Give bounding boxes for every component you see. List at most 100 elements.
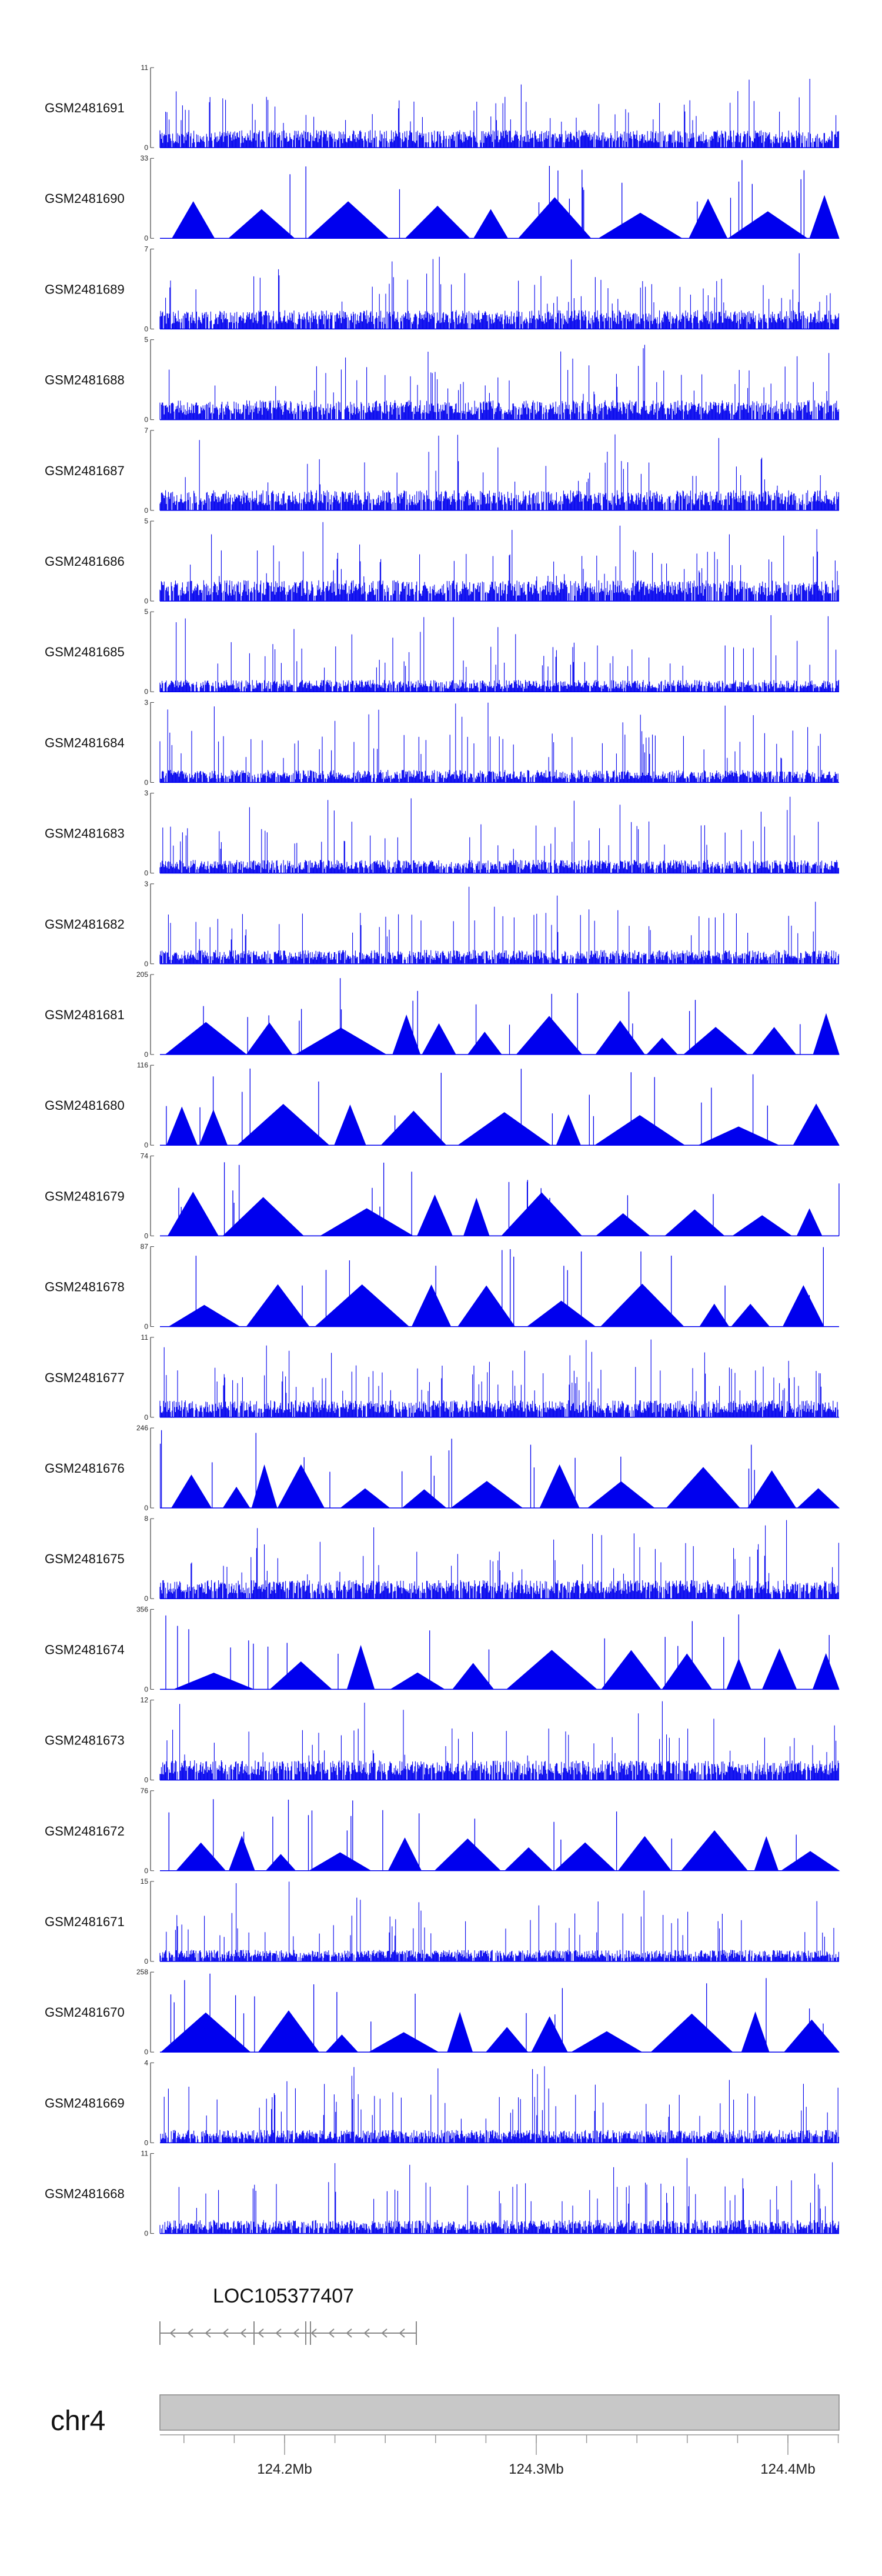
track-label: GSM2481673 (45, 1733, 125, 1748)
track-label: GSM2481688 (45, 373, 125, 388)
y-zero-label: 0 (144, 144, 148, 152)
track-GSM2481678: GSM2481678 87 0 (45, 1243, 839, 1331)
y-zero-label: 0 (144, 1685, 148, 1693)
track-GSM2481671: GSM2481671 15 0 (45, 1877, 839, 1966)
strand-arrow (328, 2328, 335, 2338)
strand-arrow (310, 2328, 317, 2338)
track-label: GSM2481670 (45, 2005, 125, 2020)
track-label: GSM2481685 (45, 645, 125, 659)
y-max-label: 258 (136, 1968, 148, 1976)
coverage-peaks (160, 2010, 840, 2053)
y-zero-label: 0 (144, 778, 148, 786)
y-max-label: 8 (144, 1514, 148, 1523)
track-label: GSM2481668 (45, 2187, 125, 2201)
y-max-label: 12 (141, 1696, 149, 1704)
track-label: GSM2481686 (45, 554, 125, 569)
track-label: GSM2481687 (45, 463, 125, 478)
y-max-label: 3 (144, 789, 148, 798)
track-label: GSM2481677 (45, 1370, 125, 1385)
y-max-label: 3 (144, 698, 148, 706)
track-GSM2481679: GSM2481679 74 0 (45, 1152, 840, 1240)
strand-arrow (293, 2328, 299, 2338)
y-zero-label: 0 (144, 1867, 148, 1875)
y-zero-label: 0 (144, 869, 148, 877)
coverage-peaks (160, 195, 840, 239)
y-zero-label: 0 (144, 1141, 148, 1149)
coverage-signal (159, 345, 839, 420)
track-GSM2481684: GSM2481684 3 0 (45, 698, 839, 786)
track-GSM2481672: GSM2481672 76 0 (45, 1787, 840, 1875)
chromosome-label: chr4 (51, 2405, 105, 2437)
track-label: GSM2481669 (45, 2095, 125, 2110)
coverage-peaks (160, 1464, 840, 1509)
chromosome-bar (159, 2394, 840, 2431)
y-zero-label: 0 (144, 2138, 148, 2147)
track-GSM2481686: GSM2481686 5 0 (45, 517, 839, 605)
y-zero-label: 0 (144, 1594, 148, 1603)
track-label: GSM2481675 (45, 1551, 125, 1566)
y-max-label: 4 (144, 2058, 148, 2067)
y-max-label: 3 (144, 880, 148, 888)
coverage-spikes (289, 160, 805, 239)
coverage-signal (159, 1881, 839, 1961)
strand-arrow (205, 2328, 211, 2338)
track-GSM2481682: GSM2481682 3 0 (45, 880, 839, 968)
track-label: GSM2481678 (45, 1280, 125, 1294)
strand-arrow (222, 2328, 229, 2338)
track-GSM2481689: GSM2481689 7 0 (45, 245, 839, 333)
y-max-label: 5 (144, 608, 148, 616)
y-zero-label: 0 (144, 1413, 148, 1422)
y-max-label: 205 (136, 970, 148, 979)
y-max-label: 74 (141, 1152, 149, 1160)
y-max-label: 246 (136, 1424, 148, 1432)
coverage-signal (160, 2066, 839, 2143)
y-zero-label: 0 (144, 506, 148, 515)
y-zero-label: 0 (144, 1050, 148, 1059)
coverage-signal (159, 2158, 839, 2234)
track-label: GSM2481682 (45, 917, 125, 932)
track-label: GSM2481672 (45, 1824, 125, 1838)
track-GSM2481677: GSM2481677 11 0 (45, 1333, 839, 1422)
strand-arrow (275, 2328, 282, 2338)
coverage-signal (159, 1701, 839, 1780)
track-label: GSM2481689 (45, 282, 125, 296)
coverage-spikes (170, 1973, 824, 2053)
y-max-label: 15 (141, 1877, 149, 1886)
track-label: GSM2481674 (45, 1642, 125, 1657)
coverage-peaks (160, 1283, 839, 1327)
coverage-peaks (160, 1830, 840, 1871)
track-label: GSM2481679 (45, 1189, 125, 1203)
strand-arrow (399, 2328, 405, 2338)
y-zero-label: 0 (144, 325, 148, 333)
y-zero-label: 0 (144, 597, 148, 605)
coverage-tracks: GSM2481691110GSM2481690330GSM248168970GS… (45, 64, 840, 2238)
y-zero-label: 0 (144, 2048, 148, 2056)
track-label: GSM2481671 (45, 1914, 125, 1929)
y-max-label: 33 (141, 154, 149, 162)
y-max-label: 7 (144, 426, 148, 435)
y-max-label: 11 (141, 1333, 149, 1342)
coverage-spikes (203, 978, 801, 1055)
coverage-peaks (160, 1013, 840, 1055)
y-zero-label: 0 (144, 1504, 148, 1512)
y-zero-label: 0 (144, 234, 148, 242)
strand-arrow (363, 2328, 370, 2338)
track-GSM2481688: GSM2481688 5 0 (45, 336, 839, 424)
y-max-label: 87 (141, 1243, 149, 1251)
gene-track: LOC105377407 (159, 2285, 417, 2345)
track-GSM2481669: GSM2481669 4 0 (45, 2058, 839, 2147)
gene-label: LOC105377407 (213, 2285, 354, 2307)
track-label: GSM2481681 (45, 1007, 125, 1022)
coverage-spikes (178, 1162, 840, 1236)
track-label: GSM2481683 (45, 826, 125, 841)
track-GSM2481690: GSM2481690 33 0 (45, 154, 840, 242)
track-label: GSM2481691 (45, 101, 125, 115)
track-GSM2481687: GSM2481687 7 0 (45, 426, 839, 515)
y-zero-label: 0 (144, 416, 148, 424)
track-GSM2481683: GSM2481683 3 0 (45, 789, 839, 877)
coverage-signal (159, 522, 839, 601)
coverage-signal (159, 1339, 838, 1417)
y-max-label: 5 (144, 336, 148, 344)
y-max-label: 7 (144, 245, 148, 253)
